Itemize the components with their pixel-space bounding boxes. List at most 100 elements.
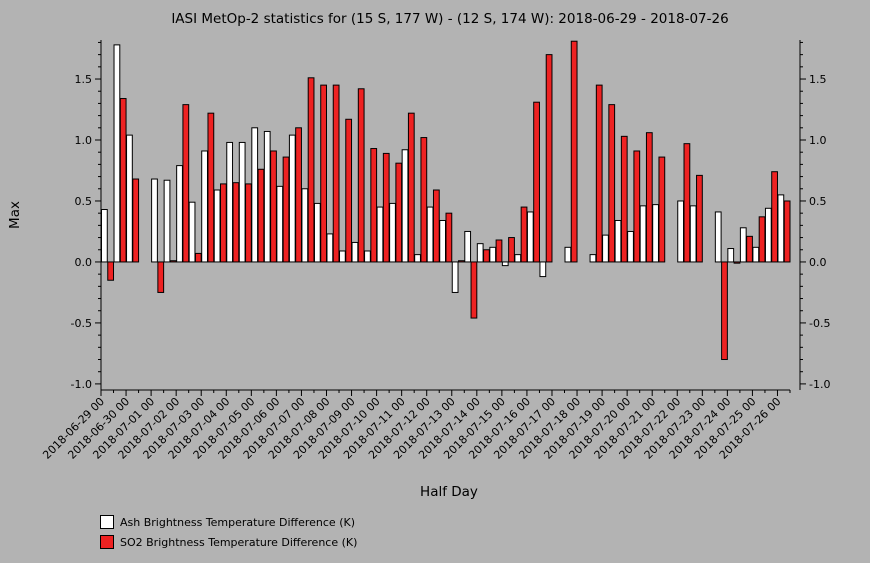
ash-bar: [677, 200, 685, 263]
ash-bar: [777, 194, 785, 263]
so2-bar: [370, 148, 378, 263]
so2-bar: [620, 135, 628, 263]
so2-bar: [320, 84, 327, 263]
so2-bar: [470, 261, 478, 319]
ash-bar: [451, 261, 459, 293]
ash-bar: [764, 207, 772, 263]
ash-bar: [489, 246, 497, 263]
so2-bar: [107, 261, 115, 281]
ash-bar: [589, 254, 597, 263]
y-tick-label-left: 0.5: [75, 195, 93, 208]
ash-bar: [163, 179, 171, 263]
y-tick-label-left: 1.5: [75, 73, 93, 86]
ash-bar: [276, 185, 284, 263]
ash-bar: [213, 189, 221, 263]
y-tick-label-right: 0.5: [809, 195, 827, 208]
ash-bar: [226, 141, 234, 263]
legend-label-ash: Ash Brightness Temperature Difference (K…: [120, 515, 355, 529]
so2-bar: [132, 178, 140, 263]
y-tick-label-right: 1.5: [809, 73, 827, 86]
ash-bar: [714, 211, 722, 263]
ash-bar: [401, 149, 409, 263]
x-axis-label: Half Day: [420, 484, 478, 500]
so2-bar: [658, 156, 666, 263]
y-tick-label-right: -1.0: [809, 378, 830, 391]
ash-bar: [414, 254, 421, 263]
ash-bar: [201, 150, 208, 263]
so2-bar: [545, 54, 553, 263]
so2-bar: [157, 261, 165, 293]
so2-bar: [595, 84, 603, 263]
so2-bar: [245, 183, 252, 263]
so2-bar: [345, 118, 353, 263]
ash-bar: [326, 233, 334, 263]
so2-bar: [570, 40, 578, 263]
y-tick-label-right: 1.0: [809, 134, 827, 147]
ash-bar: [476, 243, 484, 263]
ash-bar: [639, 205, 647, 263]
so2-bar: [633, 150, 641, 263]
so2-bar: [758, 216, 766, 263]
so2-bar: [295, 127, 302, 263]
ash-bar: [151, 178, 158, 263]
so2-bar: [483, 249, 490, 263]
y-tick-label-left: 1.0: [75, 134, 93, 147]
legend-item-so2: SO2 Brightness Temperature Difference (K…: [100, 532, 357, 552]
legend-swatch-so2: [100, 535, 114, 549]
so2-bar: [332, 84, 340, 263]
ash-bar: [727, 248, 735, 263]
ash-bar: [364, 250, 371, 263]
so2-bar: [420, 137, 428, 263]
so2-bar: [495, 239, 503, 263]
ash-bar: [526, 211, 534, 263]
ash-bar: [426, 206, 434, 263]
ash-bar: [564, 246, 572, 263]
y-tick-label-left: -1.0: [71, 378, 92, 391]
ash-bar: [439, 219, 446, 263]
ash-bar: [113, 44, 121, 263]
so2-bar: [407, 112, 415, 263]
bar-group: [101, 40, 791, 361]
ash-bar: [389, 202, 396, 263]
ash-bar: [614, 219, 622, 263]
ash-bar: [514, 254, 522, 263]
so2-bar: [696, 174, 703, 263]
legend-swatch-ash: [100, 515, 114, 529]
so2-bar: [232, 182, 240, 263]
legend-label-so2: SO2 Brightness Temperature Difference (K…: [120, 535, 358, 549]
so2-bar: [608, 104, 616, 263]
so2-bar: [771, 171, 778, 263]
ash-bar: [101, 209, 108, 263]
ash-bar: [652, 204, 659, 263]
so2-bar: [282, 156, 290, 263]
so2-bar: [783, 200, 791, 263]
ash-bar: [301, 188, 309, 263]
ash-bar: [689, 205, 697, 263]
so2-bar: [194, 252, 202, 263]
so2-bar: [645, 132, 653, 263]
so2-bar: [683, 143, 691, 263]
ash-bar: [313, 202, 321, 263]
ash-bar: [627, 230, 634, 263]
so2-bar: [746, 235, 753, 263]
ash-bar: [126, 134, 133, 263]
ash-bar: [501, 261, 509, 267]
so2-bar: [721, 261, 728, 361]
ash-bar: [263, 130, 271, 263]
ash-bar: [251, 127, 259, 263]
so2-bar: [207, 112, 215, 263]
ash-bar: [176, 165, 183, 263]
legend: Ash Brightness Temperature Difference (K…: [100, 512, 357, 552]
ash-bar: [288, 134, 296, 263]
so2-bar: [119, 98, 127, 263]
ash-bar: [238, 141, 246, 263]
so2-bar: [733, 261, 741, 264]
so2-bar: [270, 150, 277, 263]
so2-bar: [432, 189, 440, 263]
so2-bar: [520, 206, 528, 263]
ash-bar: [464, 230, 472, 263]
so2-bar: [395, 162, 403, 263]
ash-bar: [602, 234, 609, 263]
ash-bar: [339, 250, 346, 263]
